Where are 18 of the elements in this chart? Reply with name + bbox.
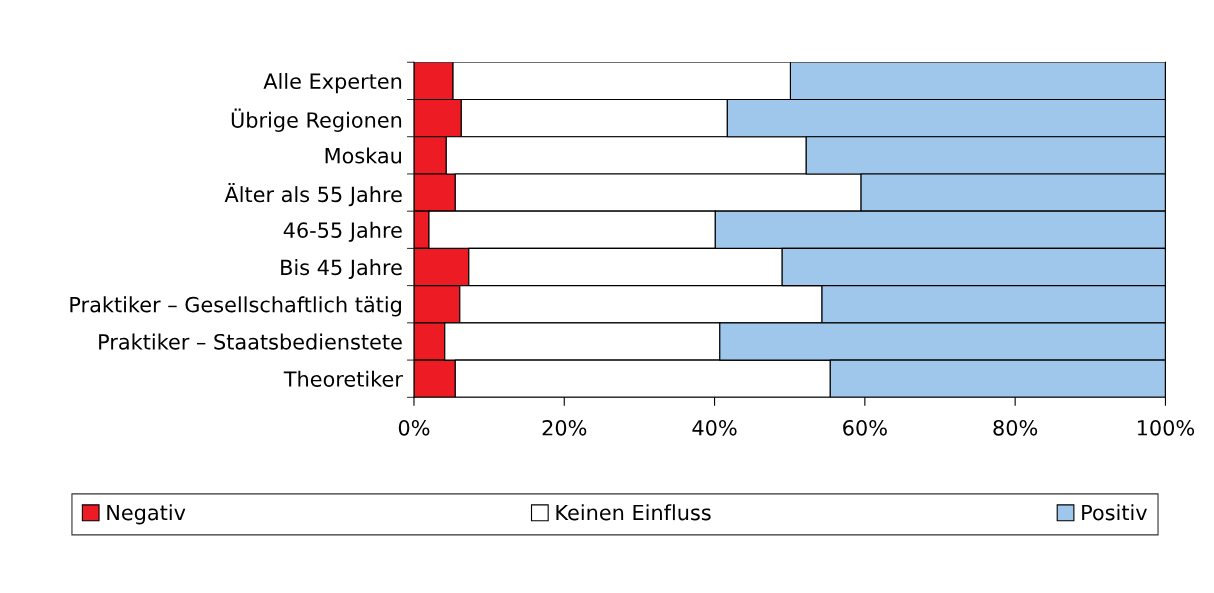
x-tick-label: 60%	[843, 419, 887, 436]
y-tick-label: Praktiker – Staatsbedienstete	[99, 333, 402, 350]
x-tick-label: 100%	[1137, 419, 1195, 436]
x-tick-label: 80%	[993, 419, 1038, 436]
legend-label: Keinen Einfluss	[556, 504, 711, 521]
y-tick-label: Übrige Regionen	[231, 108, 402, 132]
y-tick-label: Praktiker – Gesellschaftlich tätig	[70, 296, 401, 317]
x-tick-label: 0%	[398, 419, 430, 436]
y-tick-label: Moskau	[325, 147, 401, 164]
y-tick-label: Alle Experten	[263, 72, 402, 94]
y-tick-label: Bis 45 Jahre	[281, 259, 402, 280]
y-tick-label: Älter als 55 Jahre	[224, 182, 402, 207]
legend-label: Negativ	[107, 504, 186, 525]
y-tick-label: 46-55 Jahre	[283, 221, 402, 242]
x-tick-label: 40%	[692, 419, 737, 436]
x-tick-label: 20%	[542, 419, 587, 436]
legend-label: Positiv	[1082, 504, 1147, 521]
y-tick-label: Theoretiker	[283, 370, 403, 387]
